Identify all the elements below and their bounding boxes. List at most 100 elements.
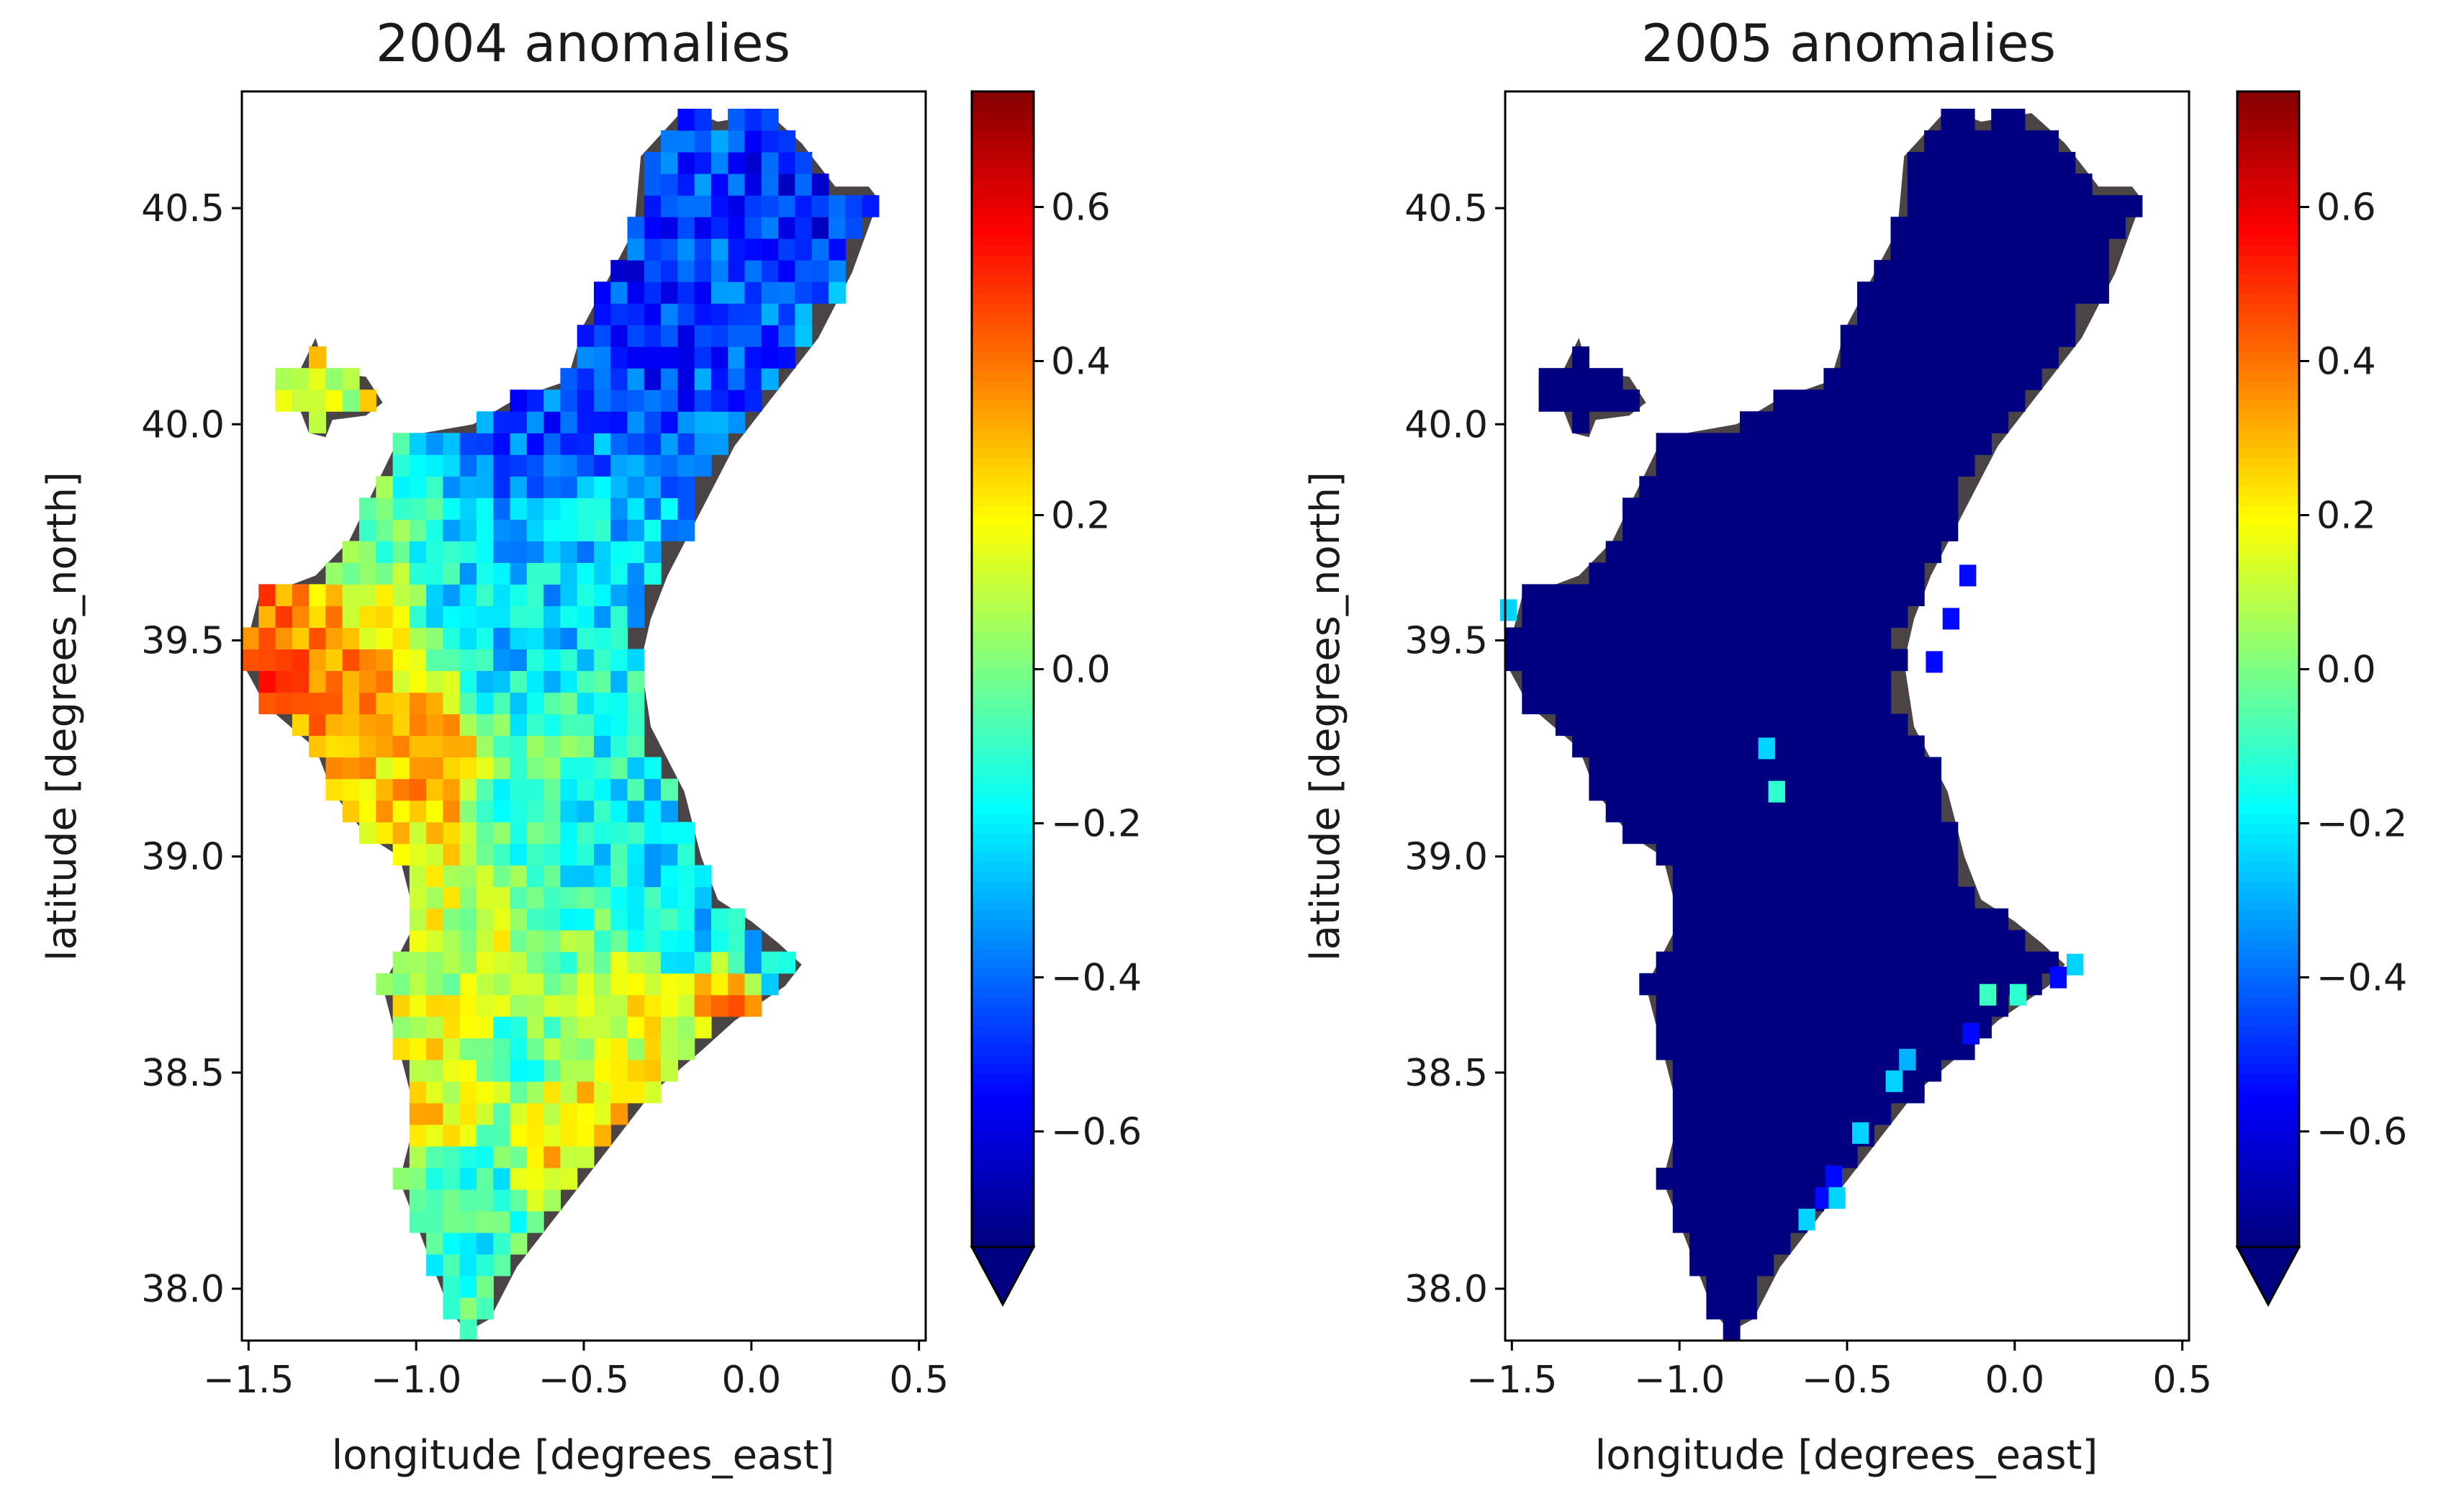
colorbar-segment [972, 1237, 1034, 1248]
colorbar-segment [2237, 110, 2299, 121]
grid-cell [728, 929, 746, 953]
colorbar-segment [2237, 698, 2299, 708]
grid-cell [543, 1124, 561, 1147]
grid-cell [644, 174, 662, 196]
grid-cell [1706, 1016, 1724, 1039]
grid-cell [543, 713, 561, 737]
grid-cell [2058, 195, 2076, 217]
grid-cell [1874, 346, 1892, 369]
grid-cell [577, 454, 595, 477]
grid-cell [526, 778, 544, 801]
grid-cell [1807, 843, 1824, 866]
grid-cell [1857, 800, 1874, 823]
grid-cell [526, 605, 544, 628]
grid-cell [493, 562, 511, 585]
colorbar-segment [2237, 775, 2299, 785]
grid-cell [1639, 778, 1657, 801]
grid-cell [627, 757, 645, 780]
grid-cell [1975, 389, 1992, 412]
colorbar-segment [972, 246, 1034, 256]
grid-cell [1790, 476, 1808, 498]
grid-cell [510, 1124, 528, 1147]
grid-cell [1623, 519, 1640, 541]
grid-cell [1823, 519, 1841, 541]
grid-cell [677, 476, 695, 498]
grid-cell [1823, 562, 1841, 585]
grid-cell [661, 951, 678, 974]
grid-cell [677, 411, 695, 433]
grid-cell [1723, 865, 1741, 888]
colorbar-segment [972, 891, 1034, 901]
grid-cell [1840, 346, 1858, 369]
grid-cell [577, 562, 595, 585]
grid-cell [1924, 1037, 1941, 1061]
grid-cell [1689, 713, 1707, 737]
grid-cell [526, 886, 544, 909]
grid-cell [594, 908, 611, 931]
grid-cell [1706, 778, 1724, 801]
colorbar-segment [972, 649, 1034, 660]
grid-cell [1689, 1189, 1707, 1212]
grid-cell [342, 800, 360, 823]
grid-cell [1706, 1275, 1724, 1298]
grid-cell [459, 843, 477, 866]
grid-cell [644, 908, 662, 931]
grid-cell [761, 238, 779, 261]
grid-cell [1890, 519, 1908, 541]
grid-cell [443, 1167, 461, 1190]
grid-cell [493, 821, 511, 845]
grid-cell [594, 519, 611, 541]
grid-cell [1807, 692, 1824, 715]
colorbar-segment [2237, 101, 2299, 112]
grid-cell [1890, 1016, 1908, 1039]
grid-cell [543, 584, 561, 606]
grid-cell [1857, 1081, 1874, 1104]
grid-cell [1840, 1037, 1858, 1061]
grid-cell [1840, 325, 1858, 347]
grid-cell [744, 238, 762, 261]
grid-cell [493, 1037, 511, 1061]
grid-cell [459, 1081, 477, 1104]
grid-cell [677, 1016, 695, 1039]
grid-cell [409, 562, 427, 585]
grid-cell [577, 346, 595, 369]
grid-cell [694, 886, 712, 909]
grid-cell [677, 1037, 695, 1061]
grid-cell [1823, 908, 1841, 931]
grid-cell [2008, 282, 2026, 304]
grid-cell [526, 929, 544, 953]
grid-cell [644, 757, 662, 780]
grid-cell [1941, 238, 1959, 261]
colorbar-segment [972, 284, 1034, 294]
grid-cell [2024, 282, 2042, 304]
colorbar-segment [2237, 572, 2299, 583]
grid-cell [1941, 843, 1959, 866]
grid-cell [1672, 735, 1690, 758]
colorbar-segment [972, 1054, 1034, 1065]
grid-cell [426, 994, 443, 1017]
grid-cell [493, 497, 511, 520]
grid-cell [744, 951, 762, 974]
grid-cell [426, 865, 443, 888]
grid-cell [1823, 433, 1841, 455]
grid-cell [510, 973, 528, 996]
colorbar-segment [972, 1208, 1034, 1219]
colorbar-segment [2237, 505, 2299, 516]
grid-cell [627, 368, 645, 390]
colorbar-segment [2237, 246, 2299, 256]
grid-cell [426, 735, 443, 758]
grid-cell [1823, 649, 1841, 671]
panel-title-2005: 2005 anomalies [1641, 13, 2056, 73]
grid-cell [409, 973, 427, 996]
grid-cell [1790, 1081, 1808, 1104]
grid-cell [510, 389, 528, 412]
grid-cell [1807, 1059, 1824, 1082]
grid-cell [1689, 1037, 1707, 1061]
colorbar-segment [972, 601, 1034, 613]
grid-cell [275, 670, 293, 693]
colorbar-segment [972, 775, 1034, 785]
grid-cell [1924, 541, 1941, 563]
grid-cell [1857, 325, 1874, 347]
grid-cell [1773, 433, 1791, 455]
y-axis-ticks-2005: 38.038.539.039.540.040.5 [1404, 187, 1505, 1311]
